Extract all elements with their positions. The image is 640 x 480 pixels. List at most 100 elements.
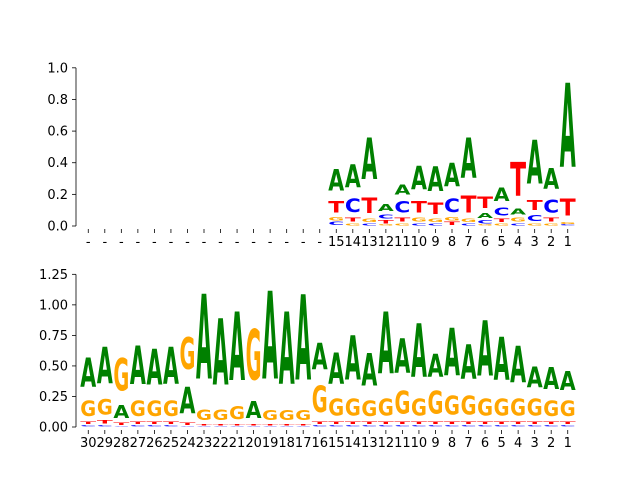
logo-letter-T: T — [295, 423, 312, 425]
x-tick-label: - — [185, 235, 190, 250]
logo-letter-T: T — [246, 423, 263, 425]
logo-letter-G: G — [345, 223, 361, 226]
logo-letter-G: G — [361, 396, 377, 421]
x-tick-label: 13 — [361, 436, 378, 451]
x-tick-label: 13 — [361, 235, 378, 250]
logo-letter-C: C — [527, 213, 543, 222]
logo-letter-C: C — [345, 425, 361, 427]
logo-letter-G: G — [345, 395, 361, 422]
x-tick-label: 14 — [345, 436, 362, 451]
logo-letter-C: C — [345, 194, 361, 216]
logo-letter-C: C — [444, 194, 460, 216]
x-tick-label: 25 — [163, 436, 180, 451]
logo-letter-C: C — [411, 425, 427, 427]
logo-letter-T: T — [345, 216, 362, 222]
logo-letter-A: A — [312, 335, 328, 378]
logo-letter-G: G — [494, 395, 510, 422]
logo-letter-T: T — [444, 221, 461, 226]
logo-letter-A: A — [378, 202, 395, 213]
logo-panel-bottom: 0.000.250.500.751.001.2530CTGA29CTGA28CT… — [39, 268, 577, 451]
logo-letter-C: C — [494, 206, 510, 219]
logo-letter-G: G — [361, 218, 377, 223]
logo-letter-A: A — [213, 300, 229, 406]
y-tick-label: 0.25 — [39, 390, 68, 405]
x-tick-label: 14 — [345, 235, 362, 250]
logo-letter-G: G — [196, 407, 212, 424]
x-tick-label: 21 — [229, 436, 246, 451]
logo-letter-G: G — [163, 396, 179, 421]
logo-letter-A: A — [461, 126, 477, 191]
x-tick-label: 3 — [531, 235, 539, 250]
logo-letter-T: T — [477, 421, 494, 425]
logo-letter-C: C — [196, 426, 212, 427]
logo-letter-G: G — [213, 407, 229, 424]
logo-letter-T: T — [361, 194, 378, 219]
x-tick-label: 19 — [262, 436, 279, 451]
logo-letter-C: C — [560, 425, 576, 427]
x-tick-label: - — [317, 235, 322, 250]
logo-letter-T: T — [494, 421, 511, 425]
logo-letter-T: T — [262, 423, 279, 425]
logo-letter-T: T — [213, 423, 230, 425]
x-tick-label: 15 — [328, 436, 345, 451]
logo-letter-C: C — [543, 425, 559, 427]
logo-letter-T: T — [527, 421, 544, 425]
logo-letter-G: G — [97, 395, 113, 420]
x-tick-label: - — [152, 235, 157, 250]
logo-letter-G: G — [246, 316, 262, 398]
y-tick-label: 0.2 — [47, 188, 68, 203]
logo-letter-C: C — [179, 426, 195, 427]
x-tick-label: 10 — [411, 235, 428, 250]
y-tick-label: 0.6 — [47, 125, 68, 140]
x-tick-label: 9 — [431, 436, 439, 451]
logo-letter-G: G — [80, 396, 96, 421]
x-tick-label: 1 — [564, 235, 572, 250]
logo-letter-C: C — [444, 425, 460, 427]
logo-letter-G: G — [427, 386, 443, 422]
logo-panel-top: 0.00.20.40.60.81.0- - - - - - - - - - - - - - -15CGTA1… — [47, 61, 576, 250]
x-tick-label: 15 — [328, 235, 345, 250]
y-tick-label: 0.50 — [39, 359, 68, 374]
logo-letter-G: G — [328, 217, 344, 222]
x-tick-label: 18 — [278, 436, 295, 451]
logo-letter-A: A — [345, 323, 361, 394]
y-tick-label: 0.00 — [39, 421, 68, 436]
logo-letter-C: C — [428, 425, 444, 427]
x-tick-label: 23 — [196, 436, 213, 451]
logo-letter-G: G — [510, 217, 526, 223]
x-tick-label: 11 — [394, 235, 411, 250]
x-tick-label: 3 — [531, 436, 539, 451]
logo-letter-C: C — [229, 426, 245, 427]
logo-letter-G: G — [180, 329, 196, 379]
logo-letter-T: T — [543, 421, 560, 425]
logo-letter-C: C — [312, 425, 328, 427]
logo-letter-C: C — [113, 426, 129, 427]
logo-letter-C: C — [328, 425, 344, 427]
logo-letter-G: G — [444, 392, 460, 422]
logo-letter-T: T — [179, 422, 196, 426]
logo-letter-A: A — [180, 379, 196, 422]
logo-letter-C: C — [361, 223, 377, 226]
logo-letter-T: T — [394, 216, 411, 222]
logo-letter-C: C — [527, 425, 543, 427]
logo-letter-T: T — [80, 421, 97, 425]
logo-letter-A: A — [494, 327, 510, 395]
x-tick-label: - — [169, 235, 174, 250]
logo-letter-A: A — [494, 184, 511, 206]
logo-letter-T: T — [477, 193, 493, 212]
y-tick-label: 0.0 — [47, 220, 68, 235]
logo-letter-T: T — [113, 422, 130, 426]
logo-letter-C: C — [163, 425, 179, 427]
logo-letter-T: T — [328, 421, 345, 425]
logo-letter-G: G — [411, 395, 427, 422]
x-tick-label: 29 — [97, 436, 114, 451]
logo-letter-G: G — [262, 407, 278, 423]
logo-letter-G: G — [394, 223, 410, 226]
x-tick-label: 16 — [311, 436, 328, 451]
logo-letter-A: A — [80, 352, 96, 397]
x-tick-label: - — [202, 235, 207, 250]
x-tick-label: 20 — [245, 436, 262, 451]
logo-letter-T: T — [510, 421, 527, 425]
logo-letter-C: C — [295, 426, 311, 427]
logo-letter-A: A — [394, 329, 410, 385]
